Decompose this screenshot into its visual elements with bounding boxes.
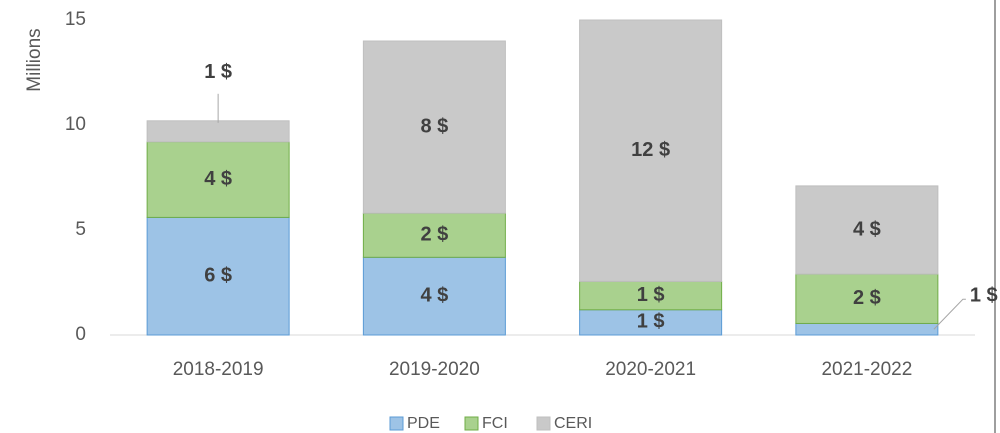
bar-segment [795,322,939,336]
data-label: 4 $ [853,218,881,240]
y-tick-label: 10 [65,114,86,135]
data-label: 12 $ [631,139,670,161]
legend-label: CERI [554,415,592,432]
legend-swatch [536,416,551,431]
bar-segment [146,216,290,336]
legend-swatch [389,416,404,431]
bar-segment [579,280,723,311]
data-label: 1 $ [637,311,665,333]
bar-segment [362,212,506,258]
data-label: 2 $ [420,224,448,246]
bar-segment [362,256,506,336]
data-label: 8 $ [420,115,448,137]
bar-segment [795,185,939,275]
data-label: 2 $ [853,287,881,309]
x-tick-label: 2021-2022 [821,359,912,380]
legend-swatch [464,416,479,431]
data-label: 1 $ [970,285,998,307]
y-tick-label: 15 [65,9,86,30]
bar-segment [579,19,723,282]
bar-segment [795,273,939,324]
leader-line [933,298,966,330]
data-label: 6 $ [204,264,232,286]
y-axis-label: Millions [24,28,45,91]
data-label: 1 $ [637,284,665,306]
data-label: 4 $ [204,168,232,190]
y-tick-label: 5 [75,219,86,240]
legend-label: FCI [482,415,508,432]
x-tick-label: 2018-2019 [173,359,264,380]
data-label: 1 $ [204,61,232,83]
x-tick-label: 2019-2020 [389,359,480,380]
legend-label: PDE [407,415,440,432]
data-label: 4 $ [420,284,448,306]
bar-segment [146,120,290,143]
bar-segment [362,40,506,214]
bar-segment [579,309,723,336]
y-tick-label: 0 [75,324,86,345]
x-tick-label: 2020-2021 [605,359,696,380]
